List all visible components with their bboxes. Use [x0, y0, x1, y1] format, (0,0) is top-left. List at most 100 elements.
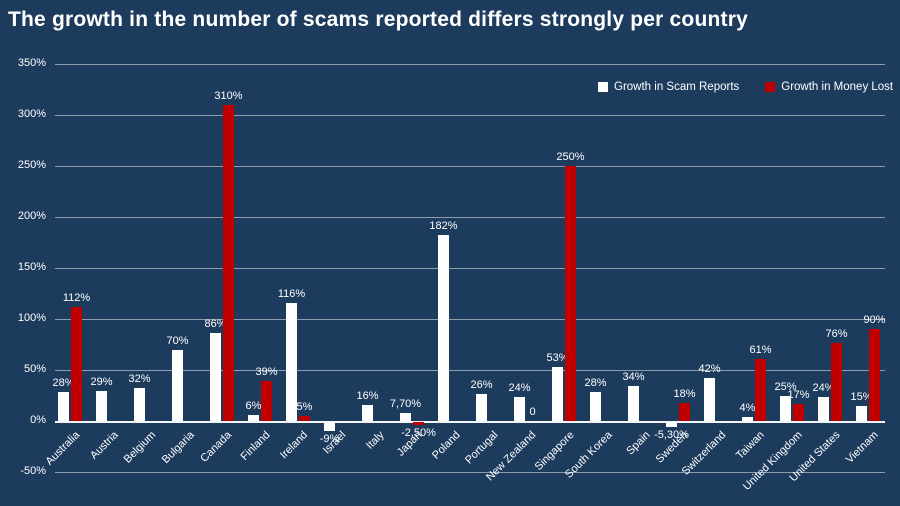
gridline-350: [55, 64, 885, 65]
value-label-money-lost-sweden: 18%: [673, 387, 696, 400]
bar-scam-reports-united-states: [818, 396, 829, 421]
bar-money-lost-canada: [223, 104, 234, 421]
value-label-money-lost-united-kingdom: 17%: [787, 388, 810, 401]
value-label-scam-reports-singapore: 53%: [546, 351, 569, 364]
y-tick-150: 150%: [17, 261, 46, 273]
bar-money-lost-australia: [71, 306, 82, 421]
value-label-money-lost-canada: 310%: [214, 89, 243, 102]
bar-scam-reports-belgium: [134, 388, 145, 421]
value-label-scam-reports-spain: 34%: [622, 371, 645, 384]
value-label-scam-reports-switzerland: 42%: [698, 363, 721, 376]
value-label-money-lost-australia: 112%: [62, 291, 91, 304]
y-tick-100: 100%: [17, 312, 46, 324]
y-tick-250: 250%: [17, 159, 46, 171]
y-tick--50: -50%: [20, 465, 46, 477]
bar-scam-reports-israel: [324, 422, 335, 432]
bar-scam-reports-vietnam: [856, 405, 867, 421]
bar-scam-reports-switzerland: [704, 378, 715, 421]
gridline-150: [55, 268, 885, 269]
bar-scam-reports-italy: [362, 404, 373, 421]
value-label-scam-reports-taiwan: 4%: [739, 401, 756, 414]
x-label-canada: Canada: [198, 429, 235, 465]
bar-scam-reports-south-korea: [590, 392, 601, 421]
value-label-scam-reports-sweden: -5,30%: [654, 429, 689, 442]
bar-money-lost-finland: [261, 381, 272, 421]
value-label-scam-reports-finland: 6%: [245, 399, 262, 412]
gridline-300: [55, 115, 885, 116]
legend-label-scam-reports: Growth in Scam Reports: [614, 81, 740, 93]
bar-money-lost-ireland: [299, 415, 310, 421]
value-label-scam-reports-south-korea: 28%: [584, 377, 607, 390]
bar-scam-reports-poland: [438, 235, 449, 421]
value-label-scam-reports-united-kingdom: 25%: [774, 380, 797, 393]
value-label-money-lost-japan: -2,50%: [401, 426, 436, 439]
bar-money-lost-sweden: [679, 402, 690, 421]
x-label-australia: Australia: [43, 429, 83, 468]
bar-money-lost-vietnam: [869, 329, 880, 421]
value-label-scam-reports-israel: -9%: [319, 433, 340, 446]
value-label-scam-reports-italy: 16%: [356, 389, 379, 402]
bar-scam-reports-new-zealand: [514, 396, 525, 421]
bar-money-lost-united-states: [831, 343, 842, 421]
x-label-austria: Austria: [87, 429, 121, 462]
value-label-scam-reports-united-states: 24%: [812, 381, 835, 394]
value-label-scam-reports-austria: 29%: [90, 376, 113, 389]
x-label-belgium: Belgium: [121, 429, 159, 466]
value-label-scam-reports-new-zealand: 24%: [508, 381, 531, 394]
legend-item-money-lost: Growth in Money Lost: [765, 81, 893, 93]
y-tick-350: 350%: [17, 57, 46, 69]
x-label-italy: Italy: [363, 429, 387, 452]
bar-scam-reports-spain: [628, 386, 639, 421]
value-label-money-lost-taiwan: 61%: [749, 343, 772, 356]
bar-scam-reports-portugal: [476, 394, 487, 421]
bar-scam-reports-japan: [400, 413, 411, 421]
bar-money-lost-united-kingdom: [793, 403, 804, 421]
bar-money-lost-taiwan: [755, 358, 766, 421]
value-label-scam-reports-canada: 86%: [204, 318, 227, 331]
value-label-scam-reports-poland: 182%: [429, 220, 458, 233]
gridline--50: [55, 472, 885, 473]
gridline-100: [55, 319, 885, 320]
bar-scam-reports-singapore: [552, 366, 563, 421]
bar-scam-reports-australia: [58, 392, 69, 421]
bar-scam-reports-finland: [248, 414, 259, 421]
value-label-scam-reports-portugal: 26%: [470, 379, 493, 392]
bar-money-lost-japan: [413, 422, 424, 425]
value-label-money-lost-ireland: 5%: [296, 400, 313, 413]
legend-label-money-lost: Growth in Money Lost: [781, 81, 894, 93]
chart-legend: Growth in Scam Reports Growth in Money L…: [598, 81, 893, 93]
value-label-money-lost-vietnam: 90%: [863, 314, 886, 327]
legend-item-scam-reports: Growth in Scam Reports: [598, 81, 739, 93]
y-tick-0: 0%: [30, 414, 46, 426]
bar-scam-reports-canada: [210, 333, 221, 421]
value-label-scam-reports-japan: 7,70%: [389, 398, 422, 411]
value-label-scam-reports-ireland: 116%: [277, 287, 306, 300]
x-label-taiwan: Taiwan: [733, 429, 767, 462]
value-label-money-lost-finland: 39%: [255, 366, 278, 379]
value-label-money-lost-united-states: 76%: [825, 328, 848, 341]
value-label-scam-reports-belgium: 32%: [128, 373, 151, 386]
value-label-money-lost-new-zealand: 0: [529, 406, 536, 418]
bar-scam-reports-austria: [96, 391, 107, 421]
x-label-finland: Finland: [238, 429, 273, 463]
chart-title: The growth in the number of scams report…: [8, 8, 748, 31]
bar-scam-reports-bulgaria: [172, 349, 183, 421]
value-label-scam-reports-vietnam: 15%: [850, 390, 873, 403]
y-tick-200: 200%: [17, 210, 46, 222]
gridline-50: [55, 370, 885, 371]
bar-scam-reports-taiwan: [742, 416, 753, 421]
gridline-0: [55, 421, 885, 423]
x-label-vietnam: Vietnam: [843, 429, 881, 466]
gridline-250: [55, 166, 885, 167]
bar-scam-reports-ireland: [286, 302, 297, 421]
legend-swatch-red: [765, 82, 776, 92]
x-label-portugal: Portugal: [463, 429, 501, 467]
bar-scam-reports-sweden: [666, 422, 677, 428]
bar-scam-reports-united-kingdom: [780, 395, 791, 421]
value-label-scam-reports-bulgaria: 70%: [166, 334, 189, 347]
y-tick-300: 300%: [17, 108, 46, 120]
y-tick-50: 50%: [23, 363, 46, 375]
legend-swatch-white: [598, 82, 608, 92]
value-label-money-lost-singapore: 250%: [556, 151, 585, 163]
